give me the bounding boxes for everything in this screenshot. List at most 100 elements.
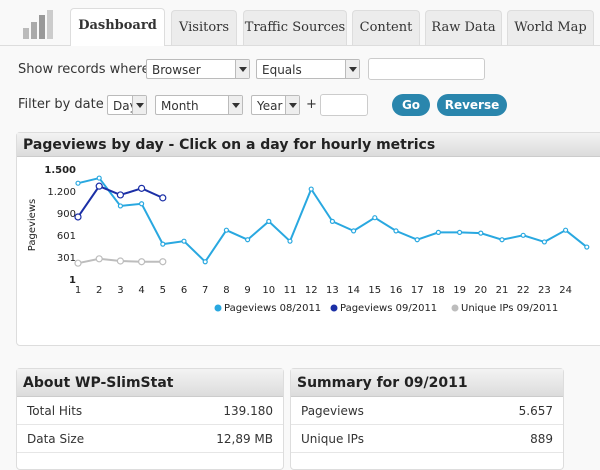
data-point bbox=[159, 258, 167, 266]
x-tick-label: 3 bbox=[117, 285, 123, 296]
legend-label: Pageviews 08/2011 bbox=[224, 303, 321, 314]
select[interactable]: Month bbox=[155, 95, 243, 115]
stat-label: Total Hits bbox=[27, 404, 83, 418]
data-point bbox=[584, 244, 590, 250]
x-tick-label: 5 bbox=[160, 285, 166, 296]
x-tick-label: 18 bbox=[432, 285, 445, 296]
tab-line bbox=[0, 45, 600, 46]
data-point bbox=[181, 238, 187, 244]
x-tick-label: 8 bbox=[223, 285, 229, 296]
x-tick-label: 4 bbox=[138, 285, 144, 296]
x-tick-label: 22 bbox=[517, 285, 530, 296]
data-point bbox=[329, 218, 335, 224]
tab[interactable]: Raw Data bbox=[425, 10, 502, 45]
tab[interactable]: World Map bbox=[507, 10, 594, 45]
data-point bbox=[245, 237, 251, 243]
text-input[interactable] bbox=[320, 94, 368, 116]
button[interactable]: Go bbox=[392, 94, 430, 116]
stat-row: Total Hits 139.180 bbox=[17, 397, 283, 425]
about-panel: About WP-SlimStat Total Hits 139.180 Data… bbox=[16, 368, 284, 470]
x-tick-label: 12 bbox=[305, 285, 318, 296]
data-point bbox=[160, 241, 166, 247]
x-tick-label: 2 bbox=[96, 285, 102, 296]
label: Show records where bbox=[18, 62, 150, 77]
legend-swatch bbox=[330, 304, 338, 312]
data-point bbox=[308, 186, 314, 192]
stat-value: 889 bbox=[530, 432, 553, 446]
stat-label: Unique IPs bbox=[301, 432, 364, 446]
x-tick-label: 14 bbox=[347, 285, 360, 296]
data-point bbox=[95, 182, 103, 190]
legend-label: Pageviews 09/2011 bbox=[340, 303, 437, 314]
data-point bbox=[116, 257, 125, 265]
data-point bbox=[116, 191, 125, 199]
data-point bbox=[74, 259, 82, 267]
select[interactable]: Equals bbox=[256, 59, 360, 79]
y-tick-label: 1.500 bbox=[44, 165, 76, 176]
data-point bbox=[435, 229, 441, 235]
y-tick-label: 900 bbox=[57, 209, 76, 220]
legend-swatch bbox=[451, 304, 459, 312]
select-value: Year bbox=[257, 99, 283, 113]
y-tick-label: 1 bbox=[69, 275, 76, 286]
x-tick-label: 6 bbox=[181, 285, 187, 296]
data-point bbox=[159, 194, 167, 202]
stat-value: 5.657 bbox=[518, 404, 553, 418]
tab[interactable]: Dashboard bbox=[70, 8, 165, 46]
panel-title: Summary for 09/2011 bbox=[291, 369, 563, 397]
x-tick-label: 13 bbox=[326, 285, 339, 296]
legend-label: Unique IPs 09/2011 bbox=[461, 303, 558, 314]
data-point bbox=[223, 227, 229, 233]
text-input[interactable] bbox=[368, 58, 485, 80]
x-tick-label: 21 bbox=[496, 285, 509, 296]
stat-value: 139.180 bbox=[223, 404, 273, 418]
x-tick-label: 10 bbox=[262, 285, 275, 296]
data-point bbox=[393, 228, 399, 234]
legend-swatch bbox=[214, 304, 222, 312]
tab[interactable]: Visitors bbox=[171, 10, 237, 45]
data-point bbox=[499, 237, 505, 243]
data-point bbox=[75, 180, 81, 186]
data-point bbox=[287, 238, 293, 244]
stat-label: Data Size bbox=[27, 432, 85, 446]
select[interactable]: Browser bbox=[146, 59, 250, 79]
data-point bbox=[266, 218, 272, 224]
data-point bbox=[478, 230, 484, 236]
button[interactable]: Reverse bbox=[437, 94, 507, 116]
data-point bbox=[74, 213, 82, 221]
panel-title: About WP-SlimStat bbox=[17, 369, 283, 397]
data-point bbox=[137, 258, 146, 266]
x-tick-label: 11 bbox=[284, 285, 297, 296]
data-point bbox=[414, 237, 420, 243]
stat-row: Pageviews 5.657 bbox=[291, 397, 563, 425]
data-point bbox=[117, 203, 124, 209]
data-point bbox=[351, 228, 357, 234]
stat-label: Pageviews bbox=[301, 404, 364, 418]
data-point bbox=[137, 184, 146, 192]
select[interactable]: Year bbox=[251, 95, 300, 115]
data-point bbox=[562, 227, 569, 233]
data-point bbox=[202, 259, 208, 265]
data-point bbox=[372, 215, 378, 221]
x-tick-label: 19 bbox=[453, 285, 466, 296]
label: + bbox=[306, 97, 317, 112]
x-tick-label: 17 bbox=[411, 285, 424, 296]
tab[interactable]: Content bbox=[352, 10, 420, 45]
y-tick-label: 1.200 bbox=[47, 187, 76, 198]
select[interactable]: Day bbox=[107, 95, 147, 115]
select-value: Month bbox=[161, 99, 199, 113]
label: Filter by date bbox=[18, 97, 104, 112]
x-tick-label: 16 bbox=[390, 285, 403, 296]
data-point bbox=[541, 239, 548, 245]
data-point bbox=[95, 255, 103, 263]
x-tick-label: 9 bbox=[244, 285, 250, 296]
stat-value: 12,89 MB bbox=[216, 432, 273, 446]
y-tick-label: 301 bbox=[57, 253, 76, 264]
series-line bbox=[77, 184, 164, 218]
y-axis-label: Pageviews bbox=[27, 199, 38, 251]
tab[interactable]: Traffic Sources bbox=[243, 10, 347, 45]
x-tick-label: 20 bbox=[474, 285, 487, 296]
x-tick-label: 7 bbox=[202, 285, 208, 296]
x-tick-label: 24 bbox=[559, 285, 572, 296]
